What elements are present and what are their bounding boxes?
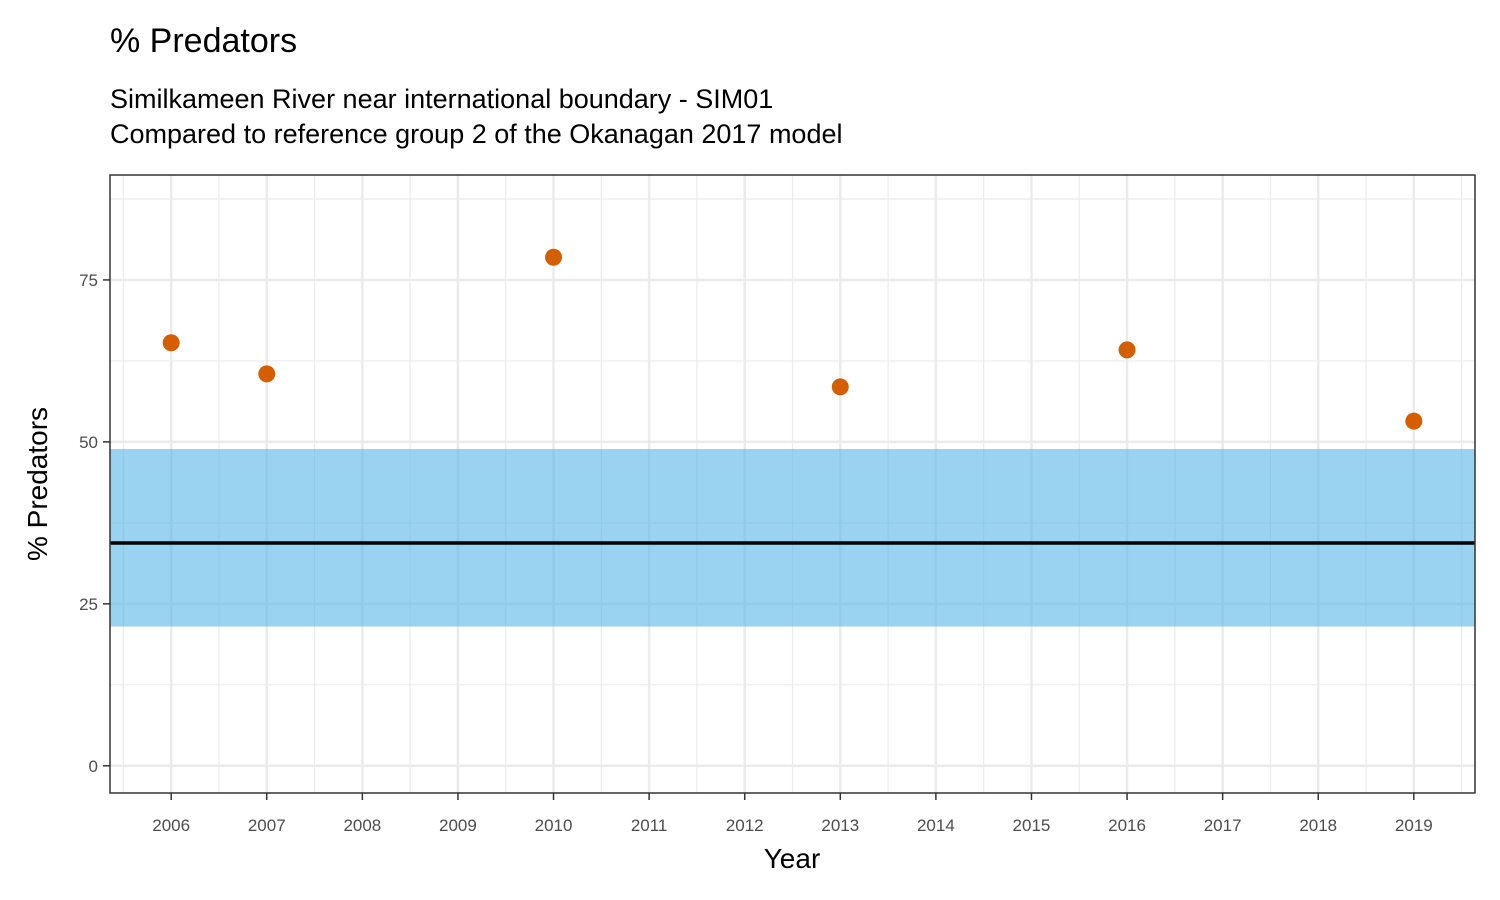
chart-subtitle-line-2: Compared to reference group 2 of the Oka… <box>110 119 842 149</box>
x-tick-label: 2010 <box>535 816 573 835</box>
y-tick-label: 25 <box>79 595 98 614</box>
x-tick-label: 2007 <box>248 816 286 835</box>
x-tick-label: 2011 <box>631 816 668 835</box>
data-point <box>831 378 849 396</box>
x-tick-label: 2019 <box>1395 816 1433 835</box>
y-tick-label: 75 <box>79 271 98 290</box>
x-tick-label: 2017 <box>1204 816 1242 835</box>
x-tick-label: 2015 <box>1013 816 1051 835</box>
data-point <box>258 365 276 383</box>
data-point <box>162 334 180 352</box>
x-tick-label: 2012 <box>726 816 764 835</box>
x-tick-label: 2016 <box>1108 816 1146 835</box>
chart-title: % Predators <box>110 22 297 60</box>
x-tick-label: 2008 <box>343 816 381 835</box>
data-point <box>545 248 563 266</box>
x-tick-label: 2009 <box>439 816 477 835</box>
plot-border <box>109 174 1476 794</box>
x-tick-label: 2014 <box>917 816 955 835</box>
x-tick-label: 2006 <box>152 816 190 835</box>
y-tick-label: 50 <box>79 433 98 452</box>
reference-band <box>110 449 1475 627</box>
axes: 2006 2007 2008 2009 2010 2011 2012 2013 2014 2015… <box>79 271 1433 835</box>
x-tick-label: 2018 <box>1299 816 1337 835</box>
y-axis-label: % Predators <box>22 407 53 561</box>
y-tick-label: 0 <box>89 757 98 776</box>
reference-band-group <box>110 449 1475 627</box>
data-point <box>1118 341 1136 359</box>
chart-subtitle-line-1: Similkameen River near international bou… <box>110 84 773 114</box>
x-axis-label: Year <box>764 843 821 874</box>
x-tick-label: 2013 <box>821 816 859 835</box>
points-group <box>162 248 1423 430</box>
data-point <box>1405 412 1423 430</box>
